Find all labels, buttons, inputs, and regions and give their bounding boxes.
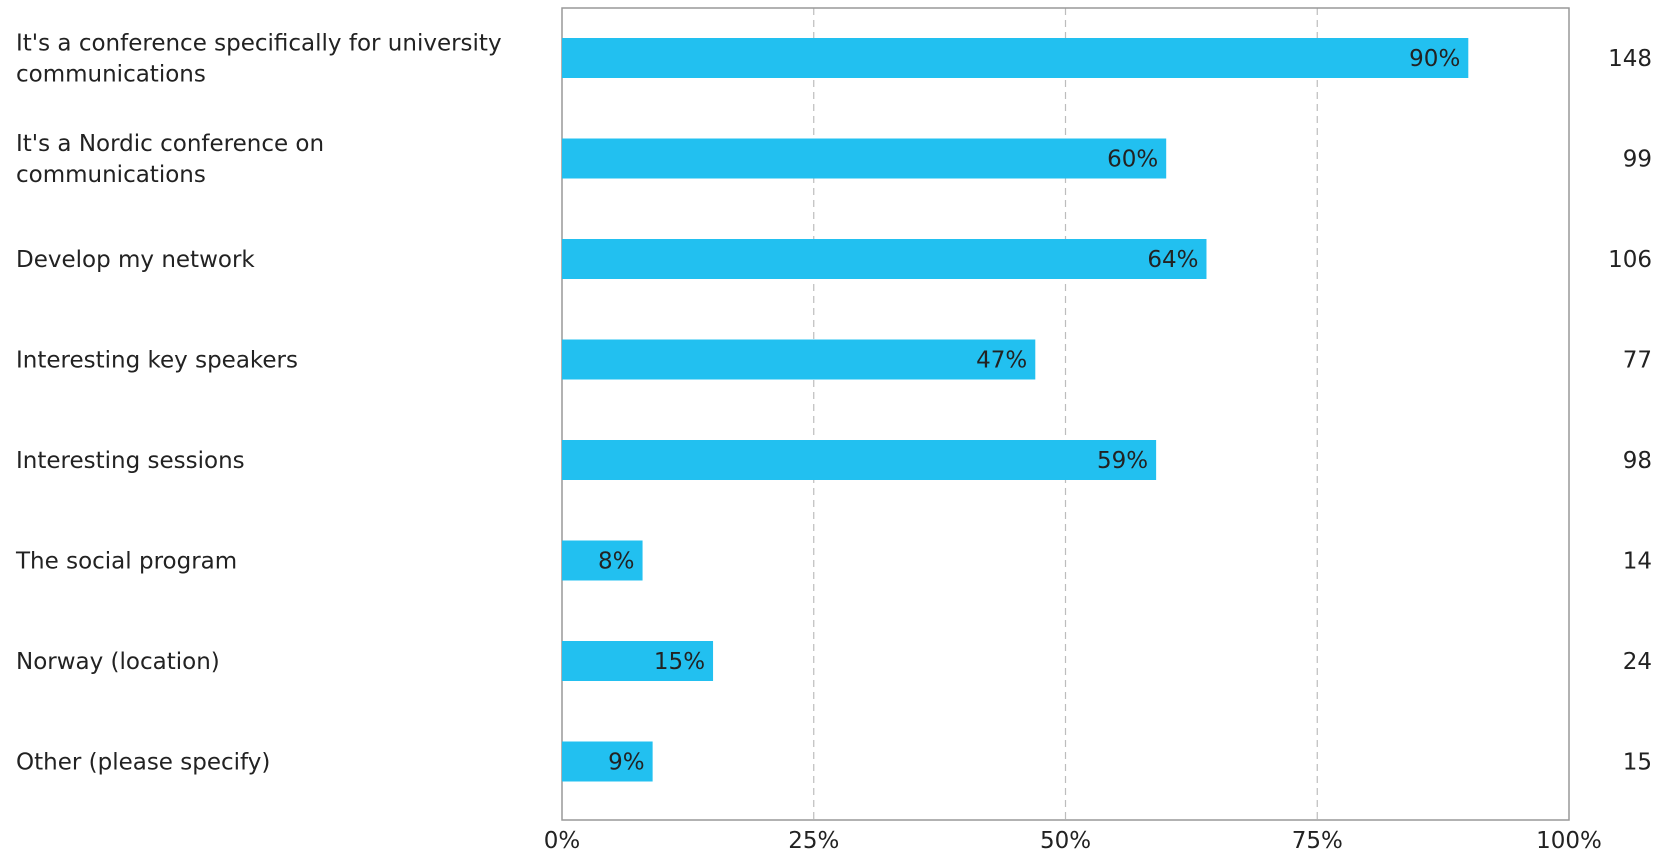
value-label: 9% <box>608 750 645 776</box>
count-label: 15 <box>1623 750 1652 776</box>
count-label: 14 <box>1623 549 1652 575</box>
value-label: 8% <box>598 549 635 575</box>
bar <box>562 440 1157 480</box>
category-label: Other (please specify) <box>16 750 270 776</box>
count-label: 24 <box>1623 649 1652 675</box>
category-label: It's a Nordic conference on communication… <box>16 131 324 188</box>
x-tick-label: 100% <box>1536 828 1602 854</box>
bar <box>562 339 1036 380</box>
category-label: It's a conference specifically for unive… <box>16 31 502 88</box>
category-label: Interesting key speakers <box>16 348 298 374</box>
bar <box>562 540 643 581</box>
value-label: 59% <box>1097 448 1148 474</box>
category-label: Norway (location) <box>16 649 220 675</box>
category-label: Interesting sessions <box>16 448 245 474</box>
bar <box>562 741 653 782</box>
x-tick-label: 0% <box>544 828 581 854</box>
value-label: 47% <box>976 348 1027 374</box>
x-tick-label: 75% <box>1292 828 1343 854</box>
x-tick-label: 25% <box>788 828 839 854</box>
value-label: 15% <box>654 649 705 675</box>
count-label: 106 <box>1608 247 1652 273</box>
bar <box>562 641 714 681</box>
value-label: 60% <box>1107 147 1158 173</box>
count-label: 77 <box>1623 348 1652 374</box>
bar <box>562 138 1167 179</box>
bar <box>562 38 1469 78</box>
count-label: 98 <box>1623 448 1652 474</box>
count-label: 148 <box>1608 46 1652 72</box>
bar <box>562 239 1207 279</box>
count-label: 99 <box>1623 147 1652 173</box>
x-tick-label: 50% <box>1040 828 1091 854</box>
category-label: Develop my network <box>16 247 255 273</box>
plot-frame <box>561 7 1570 821</box>
value-label: 90% <box>1409 46 1460 72</box>
category-label: The social program <box>15 549 237 575</box>
value-label: 64% <box>1147 247 1198 273</box>
